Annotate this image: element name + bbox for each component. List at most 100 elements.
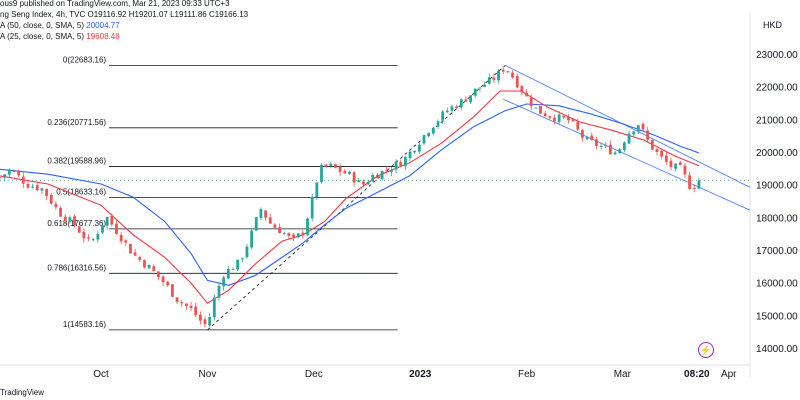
candle-body	[553, 117, 556, 122]
candle-body	[581, 130, 584, 138]
candle-body	[222, 277, 226, 287]
candle-body	[133, 252, 137, 256]
candle-body	[595, 139, 598, 146]
candle-body	[45, 188, 48, 196]
candle-body	[208, 316, 212, 326]
channel-lower-line	[503, 98, 751, 211]
candle-body	[264, 210, 267, 218]
candle-body	[497, 70, 500, 81]
candle-body	[473, 88, 477, 96]
fib-level-label: 1(14583.16)	[63, 320, 106, 329]
candle-body	[562, 115, 566, 118]
y-tick-label: 23000.00	[756, 50, 798, 61]
candle-body	[306, 218, 309, 236]
ma50-label: A (50, close, 0, SMA, 5)	[0, 21, 85, 30]
candle-body	[203, 319, 207, 325]
candle-body	[511, 72, 514, 78]
candle-body	[525, 92, 528, 97]
candle-body	[348, 171, 351, 174]
candle-body	[68, 217, 72, 222]
candle-body	[609, 144, 612, 155]
x-tick-label: 08:20	[684, 369, 710, 380]
lightning-bolt-icon[interactable]: ⚡	[698, 342, 714, 358]
candle-body	[198, 314, 202, 321]
candle-body	[445, 110, 449, 113]
candle-body	[399, 162, 403, 166]
candle-body	[515, 76, 519, 88]
candle-body	[376, 175, 379, 179]
candle-body	[119, 234, 123, 242]
candle-body	[660, 150, 664, 157]
candle-body	[124, 240, 128, 243]
candle-body	[236, 259, 240, 270]
candle-body	[21, 176, 25, 184]
candle-body	[543, 113, 547, 117]
candle-body	[590, 135, 594, 140]
candle-body	[427, 133, 431, 137]
candle-body	[408, 151, 412, 159]
sma25-line	[0, 90, 700, 304]
candle-body	[571, 119, 575, 122]
candle-body	[329, 163, 333, 166]
candle-body	[301, 232, 305, 235]
x-tick-label: Nov	[199, 369, 217, 380]
candle-body	[59, 208, 62, 217]
candle-body	[622, 142, 626, 151]
candle-body	[403, 157, 407, 167]
candle-body	[231, 268, 235, 270]
candle-body	[688, 175, 692, 189]
candle-body	[143, 260, 146, 268]
candle-body	[292, 234, 295, 237]
candle-body	[315, 182, 319, 198]
ma50-legend[interactable]: A (50, close, 0, SMA, 5) 20004.77	[0, 21, 120, 31]
candle-body	[567, 116, 570, 121]
candle-body	[450, 106, 454, 111]
candle-body	[380, 170, 384, 180]
candle-body	[171, 284, 174, 297]
x-tick-label: Apr	[721, 369, 737, 380]
candle-body	[417, 144, 421, 152]
candle-body	[7, 169, 11, 175]
candle-body	[352, 172, 356, 183]
candle-body	[338, 166, 342, 172]
candle-body	[362, 181, 365, 185]
candle-body	[613, 152, 617, 155]
candle-body	[501, 69, 505, 72]
candle-body	[604, 145, 608, 147]
candle-body	[334, 164, 337, 168]
candle-body	[73, 216, 76, 226]
candle-body	[282, 233, 286, 235]
publish-info: ous9 published on TradingView.com, Mar 2…	[0, 0, 230, 8]
candle-body	[576, 121, 580, 130]
candle-body	[459, 99, 463, 108]
tradingview-brand: TradingView	[0, 388, 45, 397]
candle-body	[161, 276, 165, 283]
candle-body	[487, 77, 491, 84]
candle-body	[357, 180, 361, 183]
candle-body	[278, 227, 281, 234]
candle-body	[12, 170, 16, 172]
ohlc-close: C19166.13	[208, 10, 249, 19]
x-tick-label: Oct	[93, 369, 109, 380]
candle-body	[483, 84, 486, 87]
candle-body	[413, 150, 417, 153]
candle-body	[82, 231, 86, 239]
candle-body	[49, 194, 53, 204]
candle-body	[650, 139, 654, 150]
fib-level-label: 0(22683.16)	[63, 55, 106, 64]
ma25-legend[interactable]: A (25, close, 0, SMA, 5) 19608.48	[0, 32, 120, 42]
symbol-legend: ng Seng Index, 4h, TVC O19116.92 H19201.…	[0, 10, 248, 20]
x-tick-label: Mar	[614, 369, 632, 380]
symbol-title: ng Seng Index, 4h, TVC	[0, 10, 86, 19]
y-tick-label: 17000.00	[756, 246, 798, 257]
candle-body	[436, 121, 440, 127]
candle-body	[697, 180, 701, 189]
candle-body	[26, 183, 30, 188]
candle-body	[520, 86, 524, 93]
candle-body	[138, 257, 142, 260]
candle-body	[157, 271, 160, 278]
candle-body	[245, 246, 249, 258]
candle-body	[320, 164, 323, 183]
y-tick-label: 21000.00	[756, 115, 798, 126]
